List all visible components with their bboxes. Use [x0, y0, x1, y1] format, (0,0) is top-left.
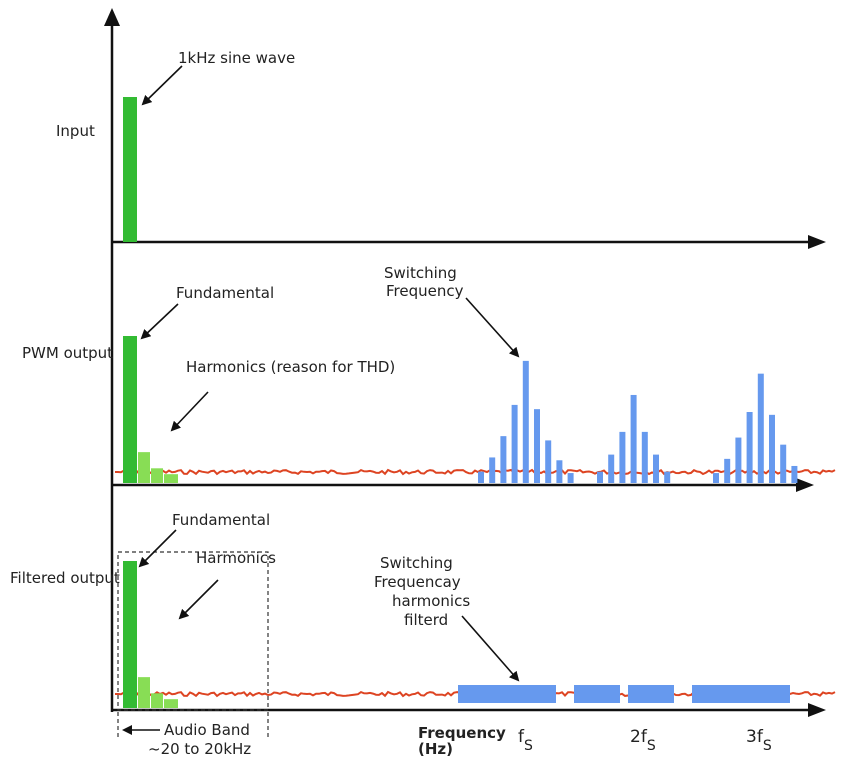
audio-band-label-line1: Audio Band: [164, 721, 250, 739]
pwm-noise-line: [115, 468, 836, 476]
input-baseline-arrowhead: [808, 235, 826, 249]
pwm-fundamental-bar: [123, 336, 137, 483]
filtered-switching-block: [628, 685, 674, 703]
input-annotation: 1kHz sine wave: [178, 49, 295, 67]
pwm-harmonic-bar: [164, 474, 178, 483]
input-sine-arrow: [141, 65, 183, 106]
tick-fs-sub: S: [524, 738, 533, 754]
pwm-switching-bar: [780, 444, 787, 483]
pwm-switching-bar: [619, 431, 626, 483]
tick-2fs-main: 2f: [630, 727, 648, 747]
pwm-fundamental-label: Fundamental: [176, 284, 274, 302]
filtered-switching-blocks: [458, 685, 790, 703]
tick-2fs-sub: S: [647, 738, 656, 754]
filtered-switching-label-line2: Frequencay: [374, 573, 461, 591]
filtered-switching-block: [574, 685, 620, 703]
pwm-fundamental-arrow: [140, 303, 179, 340]
pwm-switching-bar: [608, 454, 615, 483]
filtered-switching-arrow: [461, 615, 520, 682]
input-fundamental-bar: [123, 97, 137, 242]
pwm-switching-bar: [641, 431, 648, 483]
tick-3fs: 3fS: [746, 727, 772, 754]
pwm-harmonics-label: Harmonics (reason for THD): [186, 358, 395, 376]
pwm-switching-bar: [653, 454, 659, 483]
pwm-switching-label-line1: Switching: [384, 264, 457, 282]
tick-fs: fS: [518, 727, 533, 754]
pwm-harmonic-bar: [151, 468, 163, 483]
vertical-axis-arrowhead: [104, 8, 120, 26]
tick-2fs: 2fS: [630, 727, 656, 754]
pwm-switching-bar: [597, 471, 603, 483]
filtered-baseline-arrowhead: [808, 703, 826, 717]
filtered-harmonics-label: Harmonics: [196, 549, 276, 567]
pwm-switching-bar: [630, 394, 637, 483]
audio-band-label-line2: ~20 to 20kHz: [148, 740, 251, 758]
pwm-switching-bar: [735, 437, 742, 483]
frequency-axis-label-line2: (Hz): [418, 740, 453, 758]
filtered-fundamental-arrow: [138, 529, 177, 568]
pwm-switching-bar: [791, 465, 798, 483]
pwm-switching-bar: [522, 360, 529, 483]
pwm-switching-label-line2: Frequency: [386, 282, 464, 300]
filtered-switching-block: [692, 685, 790, 703]
tick-3fs-sub: S: [763, 738, 772, 754]
tick-3fs-main: 3f: [746, 727, 764, 747]
pwm-switching-bar: [489, 457, 496, 483]
pwm-switching-bar: [545, 440, 552, 483]
filtered-harmonics-arrow: [178, 579, 219, 620]
pwm-switching-bar: [556, 460, 563, 483]
input-row-label: Input: [56, 122, 95, 140]
filtered-harmonic-bar: [138, 677, 150, 708]
frequency-axis-label-line1: Frequency: [418, 724, 506, 742]
pwm-switching-bar: [511, 404, 518, 483]
tick-fs-main: f: [518, 727, 525, 747]
filtered-harmonic-bar: [151, 693, 163, 708]
input-bars: [123, 97, 137, 242]
pwm-baseline-arrowhead: [796, 478, 814, 492]
pwm-switching-arrow: [465, 297, 520, 358]
pwm-switching-bars: [478, 360, 798, 483]
pwm-noise-floor: [115, 468, 836, 476]
filtered-fundamental-label: Fundamental: [172, 511, 270, 529]
pwm-switching-bar: [746, 412, 753, 483]
filtered-harmonic-bar: [164, 699, 178, 708]
pwm-harmonics-arrow: [170, 391, 209, 432]
filtered-row-label: Filtered output: [10, 569, 120, 587]
pwm-switching-bar: [567, 473, 574, 483]
filtered-switching-label-line3: harmonics: [392, 592, 470, 610]
filtered-switching-block: [458, 685, 556, 703]
filtered-switching-label-line1: Switching: [380, 554, 453, 572]
pwm-bars: [123, 336, 178, 483]
pwm-switching-bar: [500, 436, 507, 483]
pwm-harmonic-bar: [138, 452, 150, 483]
pwm-row-label: PWM output: [22, 344, 113, 362]
pwm-switching-bar: [478, 471, 484, 483]
pwm-switching-bar: [724, 458, 731, 483]
pwm-switching-bar: [664, 471, 671, 483]
filtered-switching-label-line4: filterd: [404, 611, 448, 629]
pwm-switching-bar: [534, 409, 540, 483]
pwm-switching-bar: [713, 473, 719, 483]
pwm-switching-bar: [757, 373, 764, 483]
filtered-bars: [123, 561, 178, 708]
filtered-fundamental-bar: [123, 561, 137, 708]
pwm-switching-bar: [769, 414, 775, 483]
